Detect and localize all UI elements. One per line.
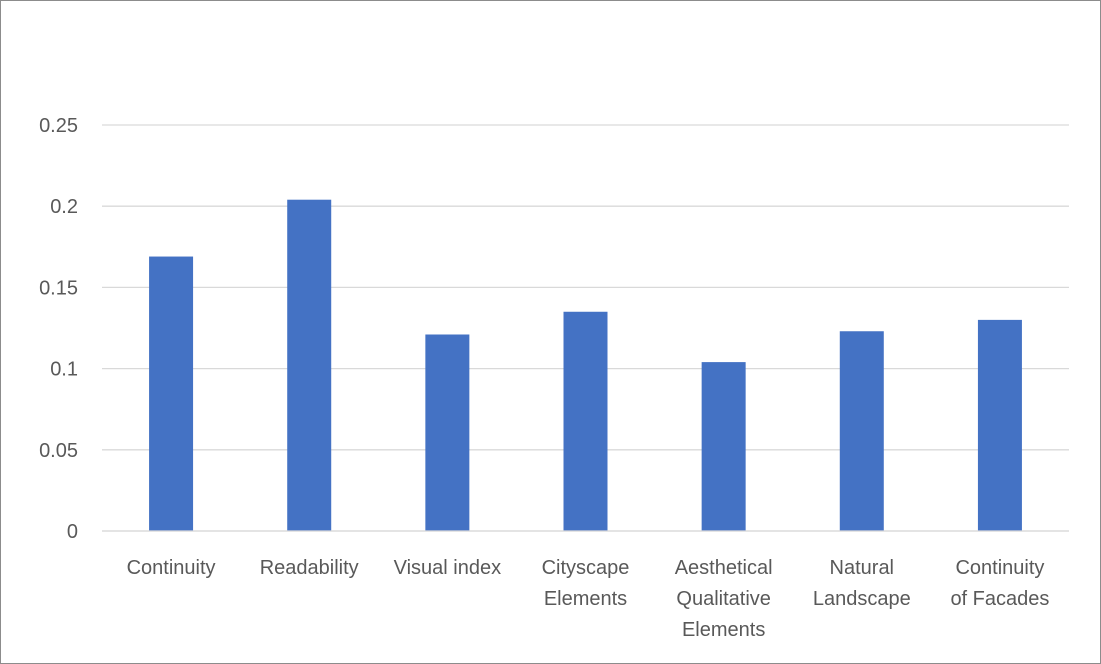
x-tick-label: Continuity [127, 557, 216, 579]
x-tick-label: Readability [260, 557, 359, 579]
x-tick-label: Cityscape Elements [542, 557, 630, 610]
x-tick-label-line: Aesthetical [675, 557, 773, 579]
x-tick-label-line: Continuity [955, 557, 1044, 579]
y-tick-label: 0.1 [50, 359, 78, 381]
y-tick-label: 0.15 [39, 277, 78, 299]
bar [149, 256, 194, 531]
x-tick-label: Aesthetical Qualitative Elements [675, 557, 773, 641]
x-tick-label-line: Landscape [813, 588, 911, 610]
x-tick-label-line: Continuity [127, 557, 216, 579]
bar [839, 331, 884, 531]
bar [425, 334, 470, 531]
x-tick-label-line: of Facades [950, 588, 1049, 610]
bar [287, 199, 332, 532]
x-tick-label-line: Natural [830, 557, 894, 579]
x-axis-labels: Continuity Readability Visual index Citysca… [127, 557, 1050, 641]
x-tick-label-line: Elements [682, 619, 765, 641]
bars [149, 199, 1022, 532]
x-tick-label: Continuity of Facades [950, 557, 1049, 610]
x-tick-label: Natural Landscape [813, 557, 911, 610]
x-tick-label-line: Visual index [394, 557, 501, 579]
y-axis-ticks: 0 0.05 0.1 0.15 0.2 0.25 [39, 115, 78, 543]
y-tick-label: 0.05 [39, 440, 78, 462]
y-tick-label: 0 [67, 521, 78, 543]
x-tick-label-line: Cityscape [542, 557, 630, 579]
x-tick-label-line: Readability [260, 557, 359, 579]
x-tick-label-line: Elements [544, 588, 627, 610]
y-tick-label: 0.2 [50, 196, 78, 218]
bar [563, 311, 608, 531]
x-tick-label: Visual index [394, 557, 501, 579]
bar [977, 319, 1022, 531]
x-tick-label-line: Qualitative [676, 588, 771, 610]
y-tick-label: 0.25 [39, 115, 78, 137]
bar [701, 362, 746, 531]
